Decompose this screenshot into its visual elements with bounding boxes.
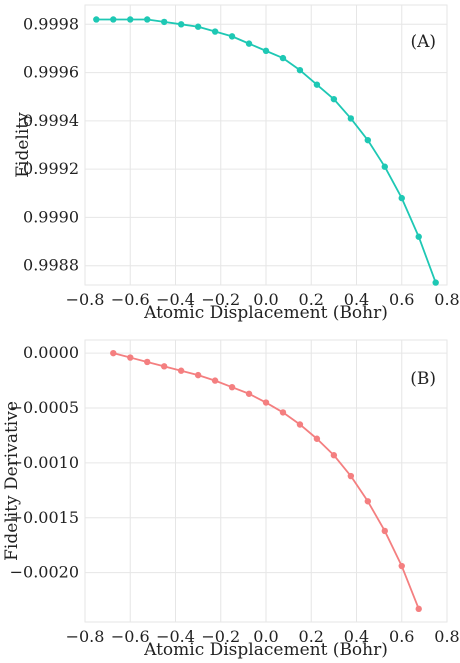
data-point [127, 16, 134, 23]
x-axis-label: Atomic Displacement (Bohr) [143, 640, 388, 660]
data-point [177, 367, 185, 374]
x-tick-label: −0.4 [156, 290, 195, 309]
x-tick-label: 0.6 [389, 627, 414, 646]
data-point [415, 233, 422, 240]
data-point [364, 136, 372, 144]
y-tick-label: 0.9988 [23, 256, 79, 275]
data-point [194, 23, 202, 30]
y-tick-label: 0.9994 [23, 111, 79, 130]
data-point [262, 47, 270, 55]
data-point [279, 409, 287, 416]
y-tick-label: 0.9998 [23, 14, 79, 33]
x-tick-label: 0.0 [253, 627, 278, 646]
data-point [110, 349, 117, 357]
data-point [381, 163, 388, 170]
x-axis-label: Atomic Displacement (Bohr) [143, 303, 388, 323]
data-point [177, 21, 185, 28]
data-point [330, 452, 338, 459]
data-point [160, 363, 168, 370]
x-tick-label: −0.6 [111, 290, 150, 309]
x-tick-label: −0.4 [156, 627, 195, 646]
x-tick-label: 0.4 [344, 627, 369, 646]
data-point [144, 16, 151, 23]
data-point [127, 354, 134, 361]
x-tick-label: 0.0 [253, 290, 278, 309]
data-point [262, 399, 270, 406]
x-tick-label: 0.2 [299, 627, 324, 646]
panel-b: −0.8 −0.6 −0.4 −0.2 0.0 0.2 0.4 0.6 0.8 0.0000 −0.… [2, 339, 460, 660]
x-tick-label: 0.8 [434, 627, 459, 646]
x-tick-label: −0.6 [111, 627, 150, 646]
data-point [313, 435, 321, 442]
y-tick-label: −0.0010 [10, 453, 79, 472]
data-point [228, 33, 236, 40]
data-point [160, 18, 168, 26]
x-tick-label: 0.6 [389, 290, 414, 309]
y-axis-label: Fidelity Derivative [2, 401, 22, 561]
y-tick-label: 0.9992 [23, 159, 79, 178]
data-point [364, 498, 372, 505]
data-point [228, 383, 236, 391]
data-point [398, 194, 405, 202]
plot-frame [84, 339, 448, 623]
y-tick-label: −0.0020 [10, 563, 79, 582]
y-tick-label: 0.9996 [23, 63, 79, 82]
data-point [245, 390, 253, 397]
x-tick-label: −0.8 [66, 627, 105, 646]
data-point [279, 54, 287, 62]
data-point [296, 421, 304, 428]
y-tick-label: −0.0005 [10, 398, 79, 417]
data-point [110, 16, 117, 23]
data-point [347, 472, 355, 480]
panel-a: −0.8 −0.6 −0.4 −0.2 0.0 0.2 0.4 0.6 0.8 0.9988 0.9… [13, 4, 460, 323]
x-tick-label: −0.2 [201, 627, 240, 646]
data-point [144, 358, 151, 366]
data-point [93, 16, 100, 23]
grid [84, 340, 448, 622]
data-point [245, 40, 253, 47]
y-tick-label: 0.0000 [23, 343, 79, 362]
grid [84, 5, 448, 285]
y-tick-label: −0.0015 [10, 508, 79, 527]
panel-label: (B) [410, 369, 436, 389]
data-point [398, 562, 405, 570]
data-point [347, 115, 355, 122]
data-point [296, 66, 304, 74]
data-point [313, 81, 321, 88]
data-point [194, 371, 202, 379]
data-point [432, 279, 439, 286]
x-tick-label: 0.4 [344, 290, 369, 309]
data-point [211, 377, 219, 384]
data-point [330, 95, 338, 103]
plot-frame [84, 4, 448, 286]
x-tick-label: 0.8 [434, 290, 459, 309]
y-tick-label: 0.9990 [23, 207, 79, 226]
x-tick-label: 0.2 [299, 290, 324, 309]
x-tick-label: −0.8 [66, 290, 105, 309]
x-tick-label: −0.2 [201, 290, 240, 309]
data-point [415, 605, 422, 613]
panel-label: (A) [410, 32, 436, 52]
data-point [381, 527, 388, 535]
data-point [211, 28, 219, 35]
y-axis-label: Fidelity [13, 112, 33, 178]
